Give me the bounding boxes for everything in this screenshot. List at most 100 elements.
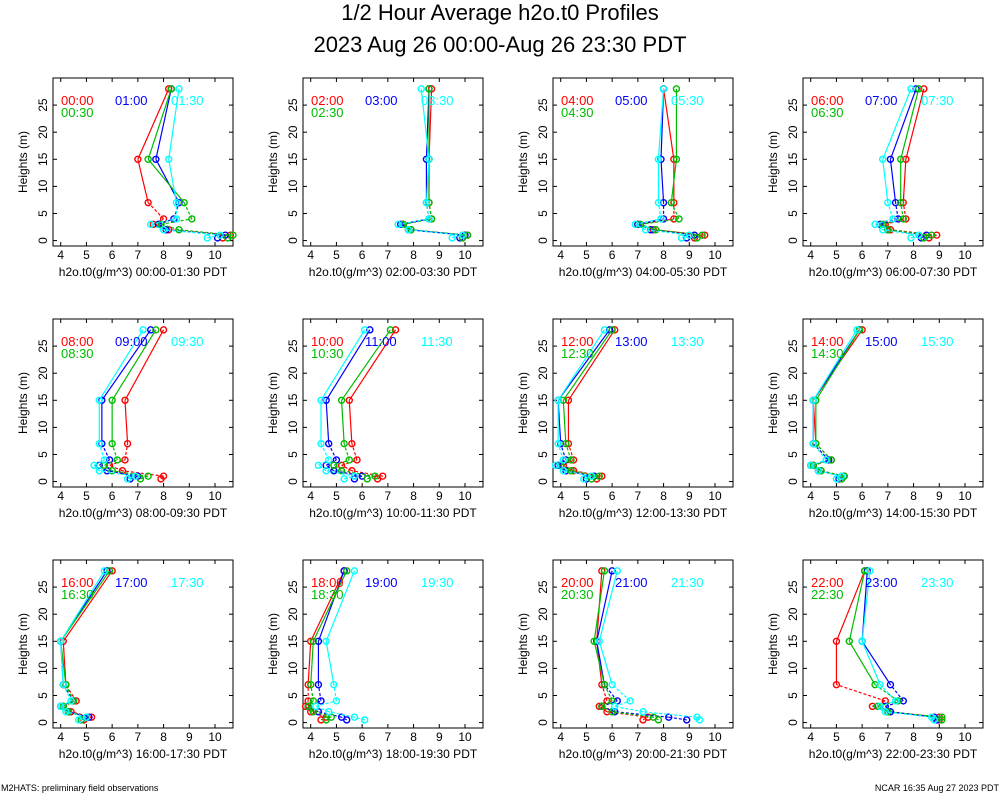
series-22-30-point xyxy=(861,567,869,575)
series-00-00-point xyxy=(144,198,152,207)
series-17-30-point xyxy=(75,716,83,724)
x-axis-label: h2o.t0(g/m^3) 02:00-03:30 PDT xyxy=(309,265,478,279)
series-23-30-point xyxy=(927,713,936,721)
legend-label-09-30: 09:30 xyxy=(171,334,204,349)
series-03-30-point xyxy=(404,226,413,234)
series-00-00-point xyxy=(134,155,142,163)
series-19-30-segment xyxy=(354,716,365,721)
x-tick-label: 8 xyxy=(910,730,917,744)
series-03-30-point xyxy=(458,231,467,239)
series-07-30-segment xyxy=(882,159,889,203)
y-tick-label: 0 xyxy=(36,719,50,726)
profile-panel: 4 5 6 7 8 9 10 0 5 10 15 20 25 h2o.t0(g/m^3) 12:00-13… xyxy=(516,318,734,520)
y-axis-label: Heights (m) xyxy=(16,131,30,193)
plot-frame xyxy=(552,77,734,247)
series-01-30-point xyxy=(175,85,183,93)
y-tick-label: 25 xyxy=(786,580,800,594)
series-08-30-segment xyxy=(104,464,113,472)
profile-panel: 4 5 6 7 8 9 10 0 5 10 15 20 25 h2o.t0(g/m^3) 20:00-21… xyxy=(516,559,734,761)
y-axis-label: Heights (m) xyxy=(266,372,280,434)
series-21-30-point xyxy=(595,637,603,645)
plot-frame xyxy=(302,559,484,729)
series-08-30-point xyxy=(108,467,116,475)
x-tick-label: 10 xyxy=(458,489,472,503)
plot-frame xyxy=(302,318,484,488)
plot-frame xyxy=(52,77,234,247)
y-tick-label: 10 xyxy=(286,420,300,434)
y-axis-label: Heights (m) xyxy=(766,372,780,434)
x-tick-label: 7 xyxy=(635,248,642,262)
legend-label-13-00: 13:00 xyxy=(615,334,648,349)
legend-label-04-30: 04:30 xyxy=(561,105,594,120)
x-tick-label: 5 xyxy=(83,730,90,744)
y-tick-label: 0 xyxy=(536,719,550,726)
series-23-00-segment xyxy=(861,640,891,685)
x-tick-label: 6 xyxy=(609,730,616,744)
series-14-30-point xyxy=(827,456,835,464)
series-15-30-point xyxy=(807,461,815,470)
series-10-30-segment xyxy=(341,329,391,401)
y-tick-label: 15 xyxy=(36,634,50,648)
series-05-30-point xyxy=(659,85,668,93)
legend-label-22-30: 22:30 xyxy=(811,587,844,602)
series-05-00-segment xyxy=(637,218,664,225)
series-09-00-segment xyxy=(101,329,152,401)
series-11-00-point xyxy=(366,326,374,334)
plot-frame xyxy=(552,559,734,729)
y-tick-label: 20 xyxy=(786,607,800,621)
x-tick-label: 10 xyxy=(208,730,222,744)
y-axis-label: Heights (m) xyxy=(516,372,530,434)
series-22-30-point xyxy=(871,680,879,689)
series-14-30-segment xyxy=(815,443,832,461)
series-10-30-segment xyxy=(341,470,376,477)
series-10-30-point xyxy=(337,396,346,404)
series-10-00-segment xyxy=(341,464,353,472)
series-00-00-segment xyxy=(137,88,170,160)
y-tick-label: 10 xyxy=(286,179,300,193)
series-07-30-segment xyxy=(882,229,919,236)
x-tick-label: 8 xyxy=(410,248,417,262)
y-tick-label: 20 xyxy=(536,125,550,139)
series-04-00-point xyxy=(670,198,678,207)
series-21-00-point xyxy=(683,716,691,724)
x-tick-label: 10 xyxy=(458,730,472,744)
series-13-30-point xyxy=(580,475,588,483)
x-tick-label: 6 xyxy=(859,489,866,503)
legend-label-11-30: 11:30 xyxy=(421,334,453,349)
series-15-30-point xyxy=(809,439,817,448)
x-tick-label: 10 xyxy=(708,489,722,503)
y-tick-label: 0 xyxy=(786,719,800,726)
y-tick-label: 0 xyxy=(286,478,300,485)
series-06-30-segment xyxy=(900,88,920,160)
series-01-30-segment xyxy=(163,229,221,236)
series-08-30-point xyxy=(113,456,121,464)
x-axis-label: h2o.t0(g/m^3) 12:00-13:30 PDT xyxy=(559,506,728,520)
y-tick-label: 15 xyxy=(536,393,550,407)
series-21-30-point xyxy=(611,702,619,711)
x-tick-label: 5 xyxy=(83,248,90,262)
series-08-00-segment xyxy=(122,470,164,477)
x-tick-label: 8 xyxy=(160,730,167,744)
y-tick-label: 15 xyxy=(36,152,50,166)
series-03-30-point xyxy=(422,198,431,207)
x-tick-label: 9 xyxy=(186,730,193,744)
series-04-30-point xyxy=(698,231,706,239)
series-04-30-point xyxy=(672,85,681,93)
series-12-30-segment xyxy=(562,400,567,444)
series-00-00-point xyxy=(165,85,173,93)
series-01-30-segment xyxy=(150,223,164,231)
x-axis-label: h2o.t0(g/m^3) 10:00-11:30 PDT xyxy=(309,506,477,520)
x-tick-label: 9 xyxy=(686,489,693,503)
series-05-30-segment xyxy=(681,234,690,239)
legend-label-11-00: 11:00 xyxy=(365,334,397,349)
series-09-30-point xyxy=(131,472,139,480)
y-tick-label: 15 xyxy=(286,393,300,407)
series-13-30-segment xyxy=(557,329,605,401)
x-tick-label: 7 xyxy=(385,730,392,744)
x-tick-label: 4 xyxy=(807,248,814,262)
series-08-00-point xyxy=(121,396,129,404)
series-06-00-point xyxy=(933,231,941,239)
series-11-00-segment xyxy=(325,400,330,444)
legend-label-06-00: 06:00 xyxy=(811,93,844,108)
series-00-00-segment xyxy=(147,202,165,220)
